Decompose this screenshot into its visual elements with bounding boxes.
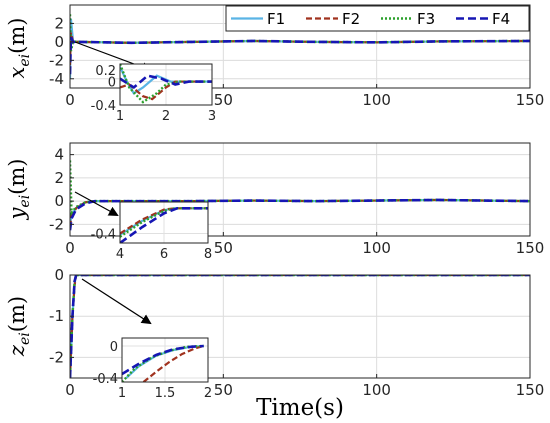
- x-tick-label: 150: [516, 381, 545, 399]
- y-tick-label: 2: [54, 169, 64, 187]
- axes-box: [69, 274, 531, 379]
- inset-x-tick-label: 1.5: [155, 386, 176, 401]
- zoom-arrow: [74, 191, 119, 216]
- x-tick-label: 100: [362, 239, 391, 257]
- x-tick-label: 150: [516, 91, 545, 109]
- panel-3: 0 50 100 150 -2 -1 0 zei(m) 1 1.5 2 -0.4 0 Time(s): [5, 266, 544, 421]
- inset-box: [121, 337, 209, 383]
- y-tick-label: -2: [49, 51, 64, 69]
- inset-box: [119, 201, 209, 244]
- inset-y-tick-label: 0: [108, 76, 116, 91]
- inset-x-tick-label: 1: [116, 109, 124, 124]
- inset-y-tick-label: -0.4: [91, 228, 116, 243]
- y-tick-label: 4: [54, 146, 64, 164]
- x-tick-label: 0: [65, 239, 75, 257]
- zoom-arrow: [81, 278, 152, 325]
- x-axis-label: Time(s): [256, 395, 344, 421]
- x-tick-label: 100: [362, 381, 391, 399]
- inset-1: 1 2 3 -0.4 00.2: [91, 63, 216, 124]
- inset-y-tick-label: -0.4: [93, 372, 118, 387]
- x-tick-label: 0: [65, 91, 75, 109]
- inset-series-line-f4: [120, 207, 208, 243]
- legend-label-f1: F1: [267, 10, 285, 28]
- y-tick-label: 0: [54, 192, 64, 210]
- inset-x-tick-label: 6: [160, 247, 168, 262]
- x-tick-label: 50: [214, 381, 233, 399]
- inset-x-tick-label: 2: [204, 386, 212, 401]
- legend: F1 F2 F3 F4: [225, 5, 530, 32]
- inset-x-tick-label: 4: [116, 247, 124, 262]
- x-tick-label: 150: [516, 239, 545, 257]
- x-tick-label: 0: [65, 381, 75, 399]
- y-axis-label: xei(m): [5, 18, 33, 79]
- axes-box: [69, 4, 531, 89]
- x-tick-label: 50: [214, 239, 233, 257]
- inset-x-tick-label: 3: [208, 109, 216, 124]
- inset-2: 4 6 8 -0.4: [91, 201, 212, 262]
- y-tick-label: 0: [54, 33, 64, 51]
- inset-y-tick-label: 0: [110, 340, 118, 355]
- inset-y-tick-label: 0.2: [95, 64, 116, 79]
- inset-x-tick-label: 2: [162, 109, 170, 124]
- y-tick-label: -2: [49, 348, 64, 366]
- inset-series-line-f4: [120, 74, 212, 90]
- y-axis-label: yei(m): [5, 159, 33, 221]
- y-axis-label: zei(m): [5, 296, 33, 357]
- y-tick-label: -1: [49, 307, 64, 325]
- inset-box: [119, 63, 213, 106]
- x-tick-label: 100: [362, 91, 391, 109]
- inset-series-line-f3: [120, 64, 212, 104]
- series-line-f4: [70, 36, 530, 75]
- legend-label-f3: F3: [417, 10, 435, 28]
- series-line-f4: [70, 198, 530, 231]
- inset-x-tick-label: 8: [204, 247, 212, 262]
- series-line-f4: [70, 275, 530, 378]
- y-tick-label: -2: [49, 215, 64, 233]
- legend-label-f2: F2: [342, 10, 360, 28]
- inset-3: 1 1.5 2 -0.4 0: [93, 337, 212, 401]
- y-tick-label: 2: [54, 14, 64, 32]
- legend-label-f4: F4: [492, 10, 510, 28]
- y-tick-label: 0: [54, 266, 64, 284]
- inset-y-tick-label: -0.4: [91, 99, 116, 114]
- y-tick-label: -4: [49, 70, 64, 88]
- inset-series-line-f4: [122, 344, 204, 376]
- inset-x-tick-label: 1: [118, 386, 126, 401]
- inset-series-line-f2: [142, 344, 204, 382]
- x-tick-label: 50: [214, 91, 233, 109]
- axes-box: [69, 142, 531, 237]
